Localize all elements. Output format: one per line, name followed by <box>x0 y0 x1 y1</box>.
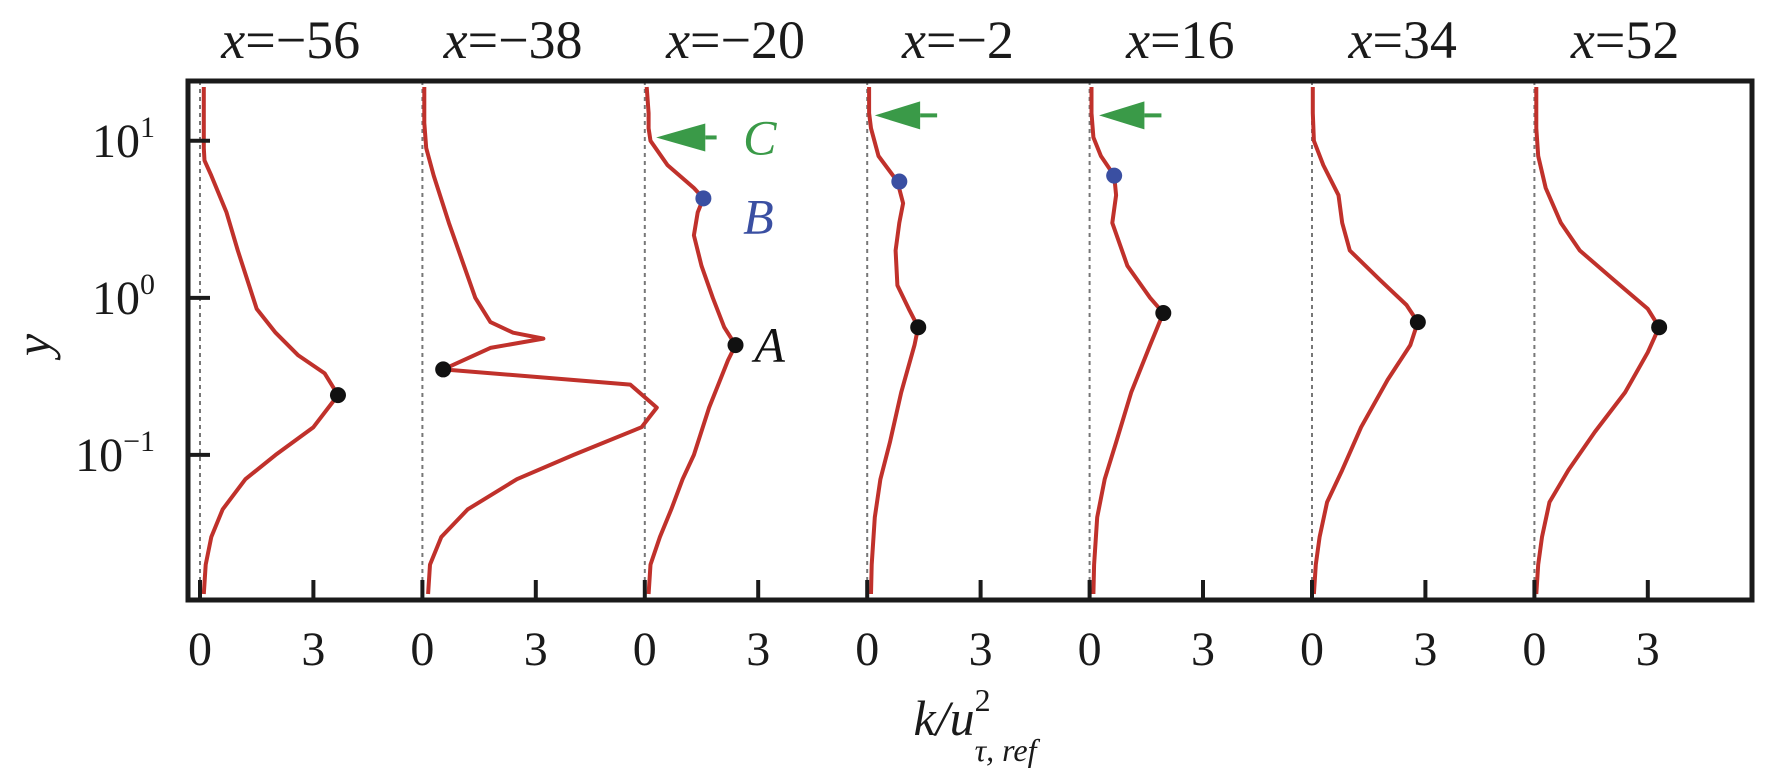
panel-title-val-5: =34 <box>1372 10 1456 70</box>
panel-title-3: x=−2 <box>901 10 1014 70</box>
x-tick-label-3-1: 3 <box>969 623 993 676</box>
c-arrow-head-2 <box>656 123 706 152</box>
x-axis-label: k/u2 τ, ref <box>914 682 1041 768</box>
c-arrow-head-3 <box>874 101 921 130</box>
panel-title-2: x=−20 <box>665 10 805 70</box>
profile-line-2 <box>644 86 738 595</box>
peak-marker-2 <box>727 337 744 354</box>
profile-line-6 <box>1534 87 1662 595</box>
annotation-B: B <box>743 188 774 244</box>
peak-marker-4 <box>1155 305 1172 322</box>
panel-title-val-1: =−38 <box>468 10 583 70</box>
c-arrow-head-4 <box>1099 101 1145 130</box>
x-tick-label-3-0: 0 <box>855 623 879 676</box>
panel-title-5: x=34 <box>1348 10 1457 70</box>
x-tick-label-4-1: 3 <box>1191 623 1215 676</box>
profile-line-1 <box>422 87 659 595</box>
profile-line-4 <box>1089 87 1166 595</box>
panel-title-val-2: =−20 <box>690 10 805 70</box>
panel-title-var-0: x <box>220 10 245 70</box>
panel-title-4: x=16 <box>1125 10 1234 70</box>
panel-title-0: x=−56 <box>220 10 360 70</box>
x-axis-label-sup: 2 <box>975 682 991 718</box>
panel-title-var-6: x <box>1570 10 1595 70</box>
y-tick-label-0: 10−1 <box>75 425 155 482</box>
baseline-layer <box>199 81 1536 600</box>
marker-layer <box>329 101 1668 404</box>
panel-title-var-1: x <box>443 10 468 70</box>
x-tick-label-0-0: 0 <box>188 623 212 676</box>
panel-title-val-4: =16 <box>1150 10 1234 70</box>
panel-title-1: x=−38 <box>443 10 583 70</box>
panel-title-val-6: =52 <box>1595 10 1679 70</box>
x-tick-label-1-0: 0 <box>410 623 434 676</box>
panel-title-var-3: x <box>901 10 926 70</box>
x-axis-label-main: k/u <box>914 690 975 746</box>
panel-title-var-2: x <box>665 10 690 70</box>
x-tick-label-1-1: 3 <box>524 623 548 676</box>
y-tick-label-1: 100 <box>92 268 155 325</box>
b-marker-3 <box>891 173 908 190</box>
x-tick-label-4-0: 0 <box>1078 623 1102 676</box>
panel-title-val-0: =−56 <box>245 10 360 70</box>
peak-marker-6 <box>1651 319 1668 336</box>
peak-marker-1 <box>435 361 452 378</box>
panel-title-var-5: x <box>1348 10 1373 70</box>
tick-layer <box>188 138 1650 600</box>
panel-title-6: x=52 <box>1570 10 1679 70</box>
x-tick-label-6-0: 0 <box>1522 623 1546 676</box>
x-tick-label-5-1: 3 <box>1413 623 1437 676</box>
x-axis-label-sub: τ, ref <box>975 732 1041 768</box>
peak-marker-0 <box>329 387 346 404</box>
x-tick-label-2-0: 0 <box>633 623 657 676</box>
label-layer: x=−560 3x=−380 3x=−200 3x=−20 3x=160 3x=340 3x… <box>75 10 1679 676</box>
x-tick-label-0-1: 3 <box>301 623 325 676</box>
peak-marker-3 <box>910 319 927 336</box>
x-tick-label-6-1: 3 <box>1636 623 1660 676</box>
peak-marker-5 <box>1409 314 1426 331</box>
x-tick-label-2-1: 3 <box>746 623 770 676</box>
annotation-A: A <box>751 317 785 373</box>
profile-line-3 <box>867 87 921 595</box>
annotation-C: C <box>743 109 777 165</box>
profile-line-0 <box>201 87 340 595</box>
y-tick-label-2: 101 <box>92 111 155 168</box>
y-axis-label: y <box>5 333 61 361</box>
plot-frame <box>185 78 1755 603</box>
panel-title-val-3: =−2 <box>926 10 1014 70</box>
profile-line-5 <box>1310 87 1420 595</box>
x-tick-label-5-0: 0 <box>1300 623 1324 676</box>
b-marker-2 <box>695 190 712 207</box>
b-marker-4 <box>1106 167 1123 184</box>
panel-title-var-4: x <box>1125 10 1150 70</box>
